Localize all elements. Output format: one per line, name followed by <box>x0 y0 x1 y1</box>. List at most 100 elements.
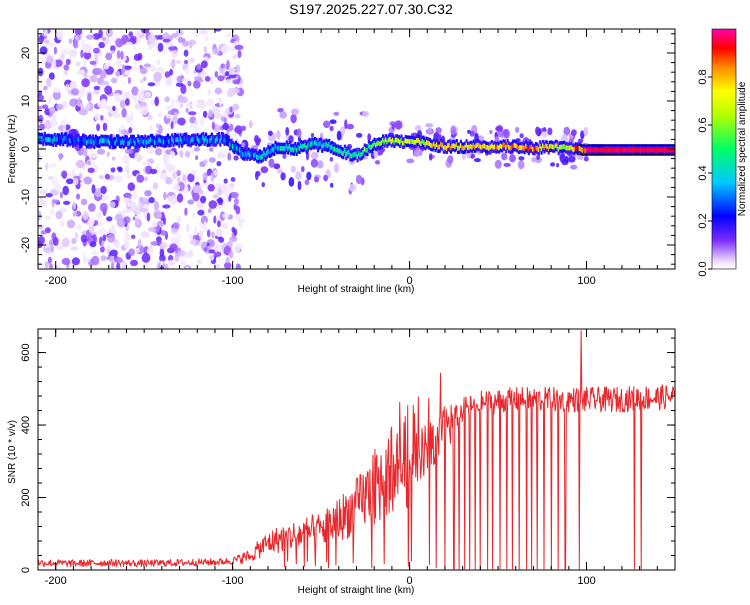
noise-cell <box>130 35 137 42</box>
noise-cell <box>101 98 108 107</box>
ridge-cell <box>172 138 175 144</box>
noise-cell <box>203 221 207 230</box>
noise-cell <box>214 71 219 78</box>
noise-cell <box>230 184 235 193</box>
y-tick-label: 200 <box>20 488 32 506</box>
snr-ticks: -200 -100 0 100 0 200 400 600 <box>20 329 676 587</box>
noise-cell <box>38 146 46 151</box>
noise-cell <box>135 217 140 225</box>
ridge-cell <box>539 143 542 149</box>
ridge-cell <box>171 136 174 142</box>
noise-cell <box>132 216 136 221</box>
noise-cell <box>217 75 225 82</box>
noise-cell <box>150 65 157 73</box>
ridge-cell <box>214 138 218 144</box>
ridge-cell <box>97 140 100 145</box>
ridge-cell <box>666 147 669 153</box>
ridge-cell <box>195 138 198 143</box>
y-tick-label: 20 <box>20 47 32 59</box>
ridge-cell <box>475 143 478 148</box>
ridge-cell <box>615 147 618 153</box>
ridge-cell <box>400 137 403 143</box>
noise-cell <box>176 75 184 84</box>
noise-cell <box>139 67 148 75</box>
ridge-cell <box>164 139 167 145</box>
ridge-cell <box>650 147 654 153</box>
ridge-cell <box>561 144 564 150</box>
ridge-cell <box>505 145 508 150</box>
ridge-cell <box>454 144 457 149</box>
ridge-cell <box>643 147 647 153</box>
noise-cell <box>310 158 318 168</box>
ridge-cell <box>355 151 358 157</box>
noise-cell <box>185 107 189 113</box>
noise-cell <box>103 63 110 70</box>
noise-cell <box>254 171 259 181</box>
ridge-cell <box>536 146 539 151</box>
noise-cell <box>216 161 222 167</box>
ridge-cell <box>86 140 89 146</box>
snr-panel: -200 -100 0 100 0 200 400 600 Height of straigh… <box>7 328 676 596</box>
ridge-cell <box>340 150 344 156</box>
ridge-cell <box>62 138 65 143</box>
noise-cell <box>101 240 105 247</box>
ridge-cell <box>491 143 494 149</box>
noise-cell <box>233 197 239 206</box>
noise-cell <box>38 123 46 131</box>
noise-cell <box>285 127 290 136</box>
noise-cell <box>70 246 79 251</box>
ridge-cell <box>322 142 325 148</box>
noise-cell <box>88 203 96 212</box>
ridge-cell <box>604 147 607 153</box>
noise-cell <box>406 158 415 164</box>
ridge-outline <box>577 144 675 156</box>
noise-cell <box>336 130 342 141</box>
ridge-cell <box>132 138 135 144</box>
noise-cell <box>128 127 133 134</box>
noise-cell <box>191 212 196 218</box>
ridge-cell <box>271 146 274 152</box>
noise-cell <box>207 88 212 96</box>
ridge-cell <box>550 143 553 149</box>
noise-cell <box>49 263 53 269</box>
ridge-cell <box>176 137 179 142</box>
ridge-cell <box>125 138 128 144</box>
ridge-cell <box>321 144 324 150</box>
noise-cell <box>187 173 195 183</box>
ridge-cell <box>227 138 230 144</box>
noise-cell <box>177 250 186 257</box>
ridge-cell <box>149 137 152 143</box>
ridge-cell <box>165 139 168 144</box>
noise-cell <box>102 234 107 242</box>
ridge-cell <box>585 147 588 153</box>
noise-cell <box>208 109 213 118</box>
ridge-cell <box>224 137 228 142</box>
ridge-cell <box>137 137 140 143</box>
noise-cell <box>127 77 131 84</box>
noise-cell <box>66 219 76 229</box>
noise-cell <box>48 96 52 105</box>
ridge-cell <box>281 146 284 151</box>
noise-cell <box>580 130 585 140</box>
noise-cell <box>568 138 574 144</box>
noise-cell <box>198 29 208 35</box>
ridge-cell <box>379 141 382 147</box>
colorbar: 0.0 0.2 0.4 0.6 0.8 Normalized spectral ampl… <box>697 28 748 277</box>
ridge-cell <box>557 146 560 152</box>
noise-cell <box>189 42 193 49</box>
ridge-cell <box>509 145 512 151</box>
ridge-cell <box>246 152 249 158</box>
noise-cell <box>235 64 241 73</box>
ridge-cell <box>520 145 523 151</box>
noise-cell <box>143 76 147 81</box>
ridge-cell <box>356 154 359 160</box>
ridge-cell <box>234 144 237 149</box>
noise-cell <box>156 212 162 220</box>
noise-cell <box>126 174 132 180</box>
noise-cell <box>209 147 214 152</box>
noise-cell <box>129 259 139 267</box>
ridge-cell <box>611 147 614 153</box>
noise-cell <box>203 46 208 54</box>
noise-cell <box>447 155 454 164</box>
ridge-cell <box>89 137 92 143</box>
